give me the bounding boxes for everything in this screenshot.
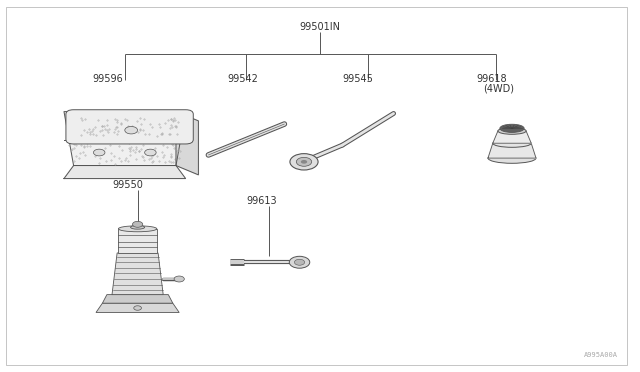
Circle shape xyxy=(134,306,141,310)
Circle shape xyxy=(301,160,307,164)
Polygon shape xyxy=(176,112,198,175)
Ellipse shape xyxy=(493,139,531,147)
Text: 99596: 99596 xyxy=(93,74,124,84)
Text: A995A00A: A995A00A xyxy=(584,352,618,358)
Ellipse shape xyxy=(498,128,526,134)
Text: 99501IN: 99501IN xyxy=(300,22,340,32)
Ellipse shape xyxy=(488,153,536,163)
Circle shape xyxy=(294,259,305,265)
Circle shape xyxy=(296,157,312,166)
Polygon shape xyxy=(64,166,186,179)
FancyBboxPatch shape xyxy=(66,110,193,144)
Polygon shape xyxy=(64,112,186,166)
Text: 99550: 99550 xyxy=(112,180,143,190)
Text: (4WD): (4WD) xyxy=(483,84,514,94)
Polygon shape xyxy=(118,229,157,253)
Ellipse shape xyxy=(500,124,524,132)
Polygon shape xyxy=(112,253,163,295)
Circle shape xyxy=(125,126,138,134)
Circle shape xyxy=(145,149,156,156)
Polygon shape xyxy=(488,143,536,158)
Polygon shape xyxy=(102,295,173,303)
Ellipse shape xyxy=(118,226,157,232)
Ellipse shape xyxy=(131,225,145,229)
Polygon shape xyxy=(493,131,531,143)
Circle shape xyxy=(132,221,143,227)
Circle shape xyxy=(290,154,318,170)
Text: 99545: 99545 xyxy=(342,74,373,84)
Circle shape xyxy=(93,149,105,156)
Circle shape xyxy=(289,256,310,268)
Circle shape xyxy=(174,276,184,282)
Polygon shape xyxy=(96,303,179,312)
Text: 99542: 99542 xyxy=(227,74,258,84)
Text: 99613: 99613 xyxy=(246,196,277,206)
Text: 99618: 99618 xyxy=(477,74,508,84)
